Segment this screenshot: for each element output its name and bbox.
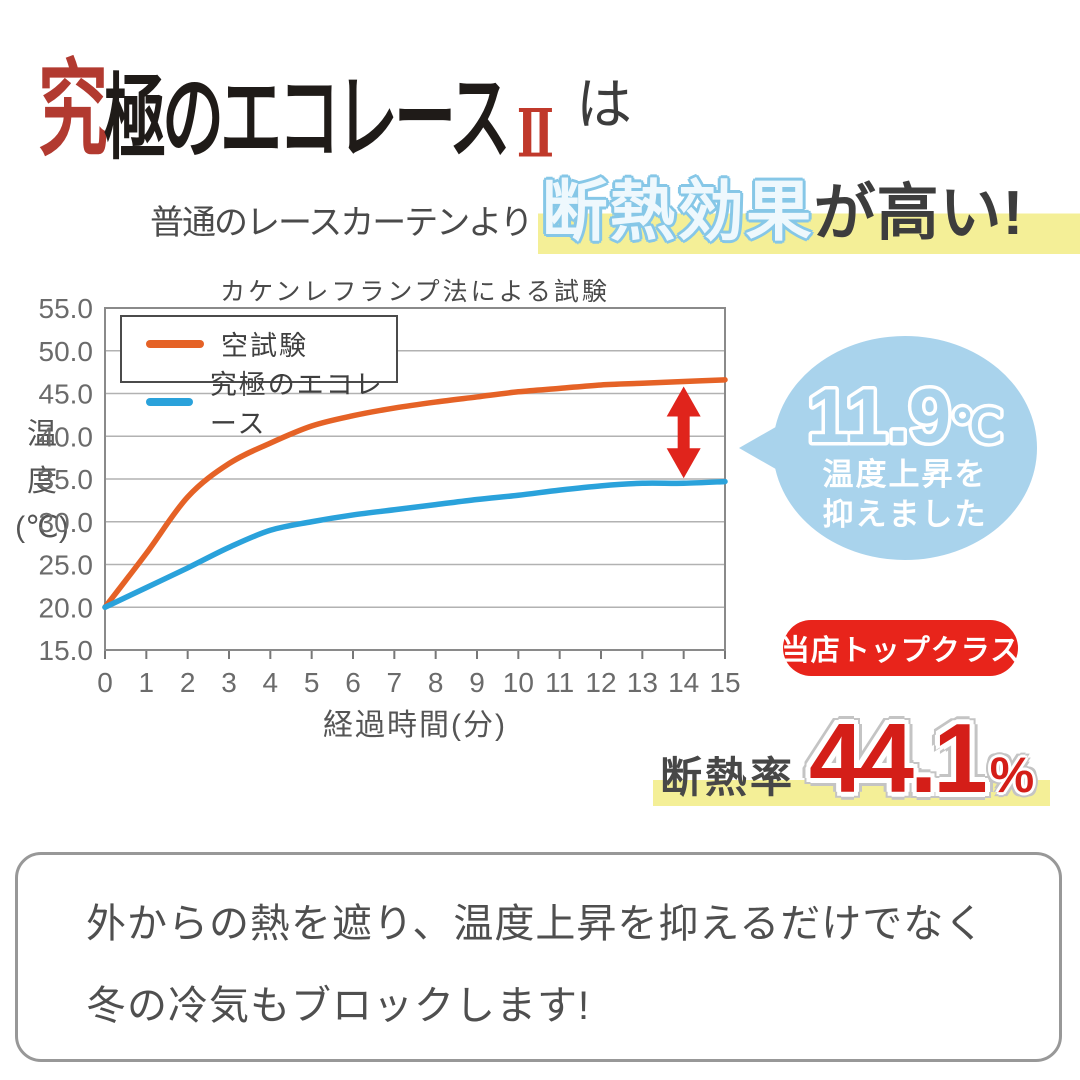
svg-text:14: 14 (668, 667, 699, 698)
footer-note-box: 外からの熱を遮り、温度上昇を抑えるだけでなく 冬の冷気もブロックします! (15, 852, 1062, 1062)
logo-first-char: 究 (38, 47, 108, 172)
tagline-prefix: 普通のレースカーテンより (150, 204, 534, 242)
tagline: 普通のレースカーテンより 断熱効果が高い! (150, 158, 1080, 254)
svg-text:30.0: 30.0 (39, 507, 94, 538)
svg-text:3: 3 (221, 667, 237, 698)
footer-line2: 冬の冷気もブロックします! (86, 984, 591, 1028)
svg-text:15.0: 15.0 (39, 635, 94, 666)
tagline-rest-text: が高い! (813, 179, 1025, 248)
legend-item-eco-lace: 究極のエコレース (146, 363, 396, 441)
svg-text:12: 12 (585, 667, 616, 698)
bubble-body (773, 336, 1037, 560)
rate-highlight-band (653, 780, 1050, 806)
temperature-diff-bubble: 11.9℃ 温度上昇を 抑えました (739, 336, 1037, 560)
legend-label-eco-lace: 究極のエコレース (209, 370, 384, 439)
legend-item-blank-test: 空試験 (146, 324, 396, 363)
svg-text:40.0: 40.0 (39, 421, 94, 452)
svg-text:8: 8 (428, 667, 444, 698)
svg-text:6: 6 (345, 667, 361, 698)
svg-text:35.0: 35.0 (39, 464, 94, 495)
chart-legend: 空試験 究極のエコレース (120, 315, 398, 439)
svg-text:25.0: 25.0 (39, 550, 94, 581)
footer-line1: 外からの熱を遮り、温度上昇を抑えるだけでなく (86, 902, 986, 946)
y-axis-label: 温 度 (℃) (15, 418, 69, 544)
legend-swatch-blue (146, 398, 193, 406)
svg-text:55.0: 55.0 (39, 293, 94, 324)
svg-text:1: 1 (139, 667, 155, 698)
svg-text:10: 10 (503, 667, 534, 698)
chart-title: カケンレフランプ法による試験 (220, 278, 610, 306)
rate-unit: % (989, 747, 1035, 803)
tagline-highlight-band: 断熱効果が高い! (537, 158, 1080, 254)
tagline-highlight-text: 断熱効果 (541, 174, 814, 248)
bubble-line1: 温度上昇を (823, 457, 988, 492)
svg-text:15: 15 (709, 667, 740, 698)
svg-text:13: 13 (627, 667, 658, 698)
svg-text:7: 7 (387, 667, 403, 698)
x-axis-label: 経過時間(分) (323, 709, 507, 742)
svg-text:4: 4 (263, 667, 279, 698)
logo-suffix-wa: は (576, 73, 632, 136)
svg-text:9: 9 (469, 667, 485, 698)
svg-text:45.0: 45.0 (39, 379, 94, 410)
legend-label-blank-test: 空試験 (221, 331, 308, 361)
svg-text:2: 2 (180, 667, 196, 698)
insulation-rate: 断熱率 44.1 % (660, 702, 1034, 815)
svg-text:0: 0 (97, 667, 113, 698)
svg-text:5: 5 (304, 667, 320, 698)
bubble-line2: 抑えました (823, 497, 988, 532)
svg-text:11: 11 (545, 667, 574, 698)
bubble-value-text: 11.9℃ (807, 374, 1002, 459)
rate-label: 断熱率 (660, 754, 796, 801)
svg-text:20.0: 20.0 (39, 592, 94, 623)
product-logo: 究 極のエコレース Ⅱ (38, 26, 554, 178)
top-class-badge: 当店トップクラス (781, 620, 1019, 676)
svg-text:50.0: 50.0 (39, 336, 94, 367)
temperature-line-chart: 55.050.045.040.035.030.025.020.015.00 1 2 3… (39, 293, 741, 698)
legend-swatch-orange (146, 339, 204, 348)
rate-value: 44.1 (809, 703, 988, 813)
logo-rest-text: 極のエコレース (104, 63, 511, 174)
